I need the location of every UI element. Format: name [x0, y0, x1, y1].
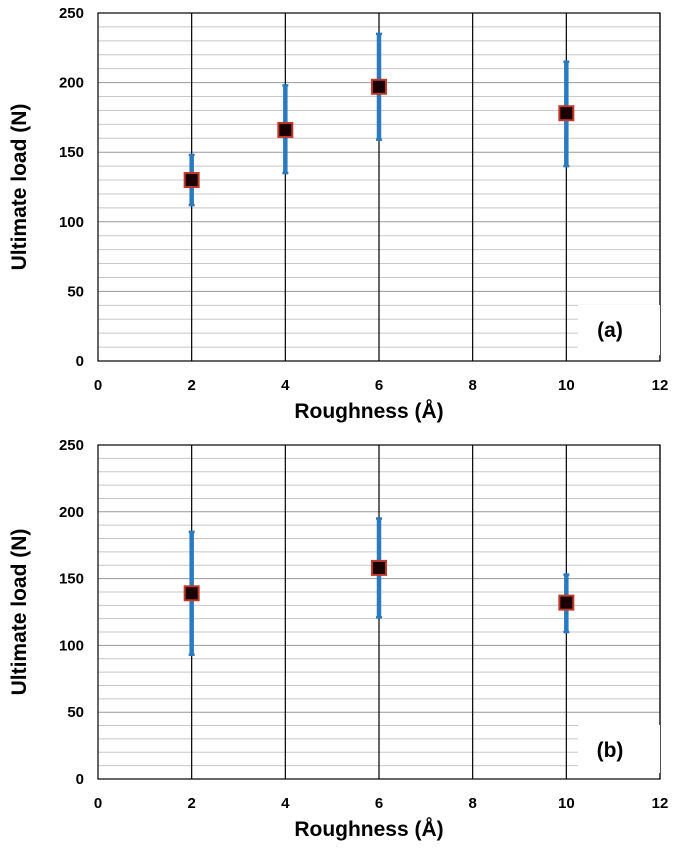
panel-label: (b): [597, 739, 624, 762]
x-tick-label: 6: [375, 795, 383, 812]
chart-a: (a) 0 50 100 150 200 250 0 2 4 6 8 10 12 Roughness (Å)…: [0, 0, 669, 423]
data-point-marker: [558, 105, 575, 122]
data-point-group: [558, 573, 575, 634]
x-tick-label: 2: [187, 795, 195, 812]
x-tick-label: 0: [94, 795, 102, 812]
x-axis-title: Roughness (Å): [294, 817, 443, 841]
data-point-marker: [277, 121, 294, 138]
panel-label-box: [578, 725, 660, 773]
data-point-marker: [183, 585, 200, 602]
panel-label-box: [578, 305, 660, 355]
y-tick-label: 200: [59, 75, 84, 92]
x-tick-label: 6: [375, 377, 383, 394]
x-tick-label: 10: [558, 795, 575, 812]
chart-b: (b) 0 50 100 150 200 250 0 2 4 6 8 10 12 Roughness (Å)…: [0, 426, 669, 841]
x-tick-label: 4: [281, 795, 290, 812]
y-tick-label: 100: [59, 637, 84, 654]
y-axis-title: Ultimate load (N): [8, 104, 31, 271]
y-axis-title: Ultimate load (N): [8, 529, 31, 696]
data-point-group: [558, 60, 575, 168]
y-tick-label: 200: [59, 504, 84, 521]
x-tick-label: 8: [468, 795, 476, 812]
x-tick-label: 12: [652, 377, 669, 394]
plot-area: [97, 444, 661, 780]
x-tick-label: 10: [558, 377, 575, 394]
y-tick-label: 50: [67, 704, 84, 721]
x-tick-label: 0: [94, 377, 102, 394]
x-tick-label: 4: [281, 377, 290, 394]
x-tick-label: 8: [468, 377, 476, 394]
data-point-group: [371, 32, 387, 141]
data-point-group: [371, 517, 387, 619]
data-point-marker: [371, 78, 387, 95]
plot-area: [97, 12, 661, 362]
data-point-marker: [558, 594, 575, 611]
y-tick-label: 0: [76, 353, 84, 370]
data-point-group: [183, 530, 200, 657]
data-point-group: [277, 84, 294, 175]
x-axis-title: Roughness (Å): [294, 399, 443, 423]
y-tick-label: 50: [67, 283, 84, 300]
x-tick-label: 2: [187, 377, 195, 394]
panel-label: (a): [597, 319, 623, 342]
y-tick-label: 150: [59, 144, 84, 161]
y-tick-label: 0: [76, 771, 84, 788]
x-tick-label: 12: [652, 795, 669, 812]
y-tick-label: 250: [59, 5, 84, 22]
data-point-marker: [371, 559, 387, 576]
y-tick-label: 100: [59, 214, 84, 231]
data-point-marker: [183, 172, 200, 189]
data-point-group: [183, 153, 200, 207]
y-tick-label: 150: [59, 571, 84, 588]
y-tick-label: 250: [59, 437, 84, 454]
